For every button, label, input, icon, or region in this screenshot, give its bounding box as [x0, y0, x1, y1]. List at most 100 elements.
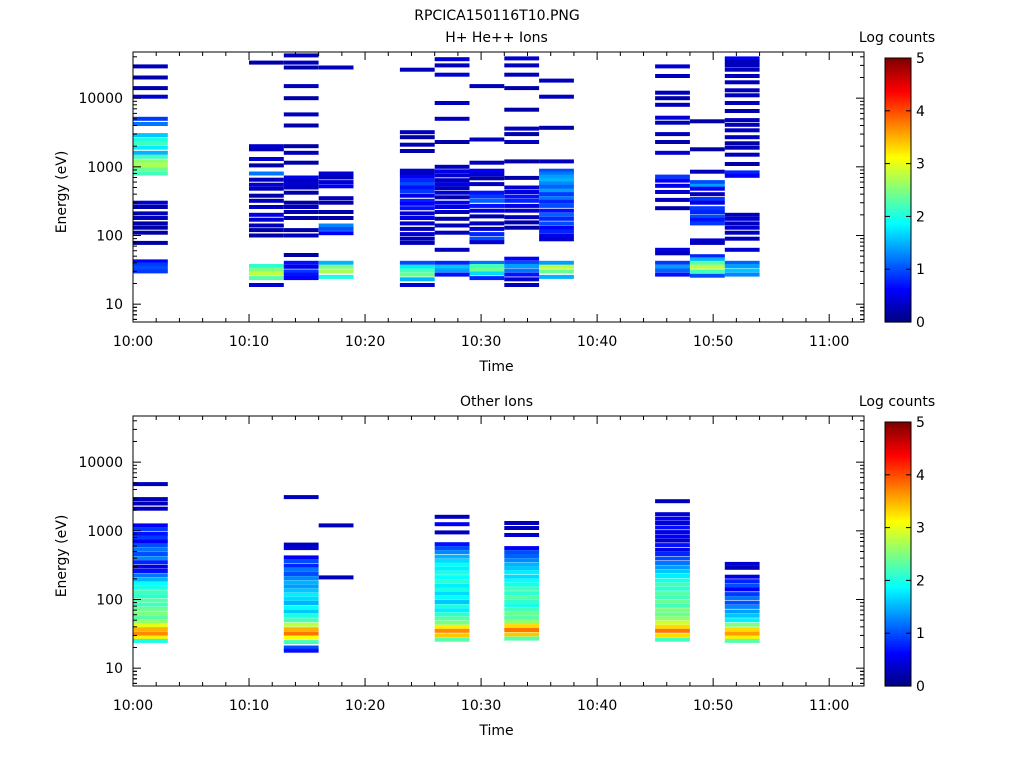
colorbar-segment: [885, 625, 911, 629]
heatmap-cell: [504, 599, 540, 604]
colorbar-segment: [885, 100, 911, 104]
colorbar-segment: [885, 445, 911, 449]
heatmap-cell: [434, 264, 470, 269]
x-tick-label: 10:20: [345, 334, 385, 350]
heatmap-cell: [504, 220, 540, 225]
heatmap-cell: [249, 217, 284, 222]
heatmap-cell: [655, 525, 690, 530]
colorbar-segment: [885, 195, 911, 199]
heatmap-cell: [469, 190, 505, 195]
colorbar-segment: [885, 451, 911, 455]
heatmap-cell: [399, 277, 435, 282]
heatmap-cell: [655, 132, 690, 137]
heatmap-cell: [434, 190, 470, 195]
heatmap-cell: [133, 497, 168, 502]
colorbar-tick-label: 5: [916, 415, 925, 431]
colorbar-segment: [885, 556, 911, 560]
heatmap-cell: [283, 160, 319, 165]
y-axis-label: Energy (eV): [54, 515, 70, 598]
heatmap-cell: [655, 74, 690, 78]
heatmap-cell: [133, 211, 168, 216]
colorbar-segment: [885, 583, 911, 587]
heatmap-cell: [283, 182, 319, 187]
colorbar: 0 1 2 3 4 5 Log counts: [859, 30, 935, 331]
colorbar-segment: [885, 664, 911, 669]
colorbar-segment: [885, 190, 911, 194]
heatmap-cell: [504, 185, 540, 190]
colorbar-segment: [885, 60, 911, 64]
colorbar-segment: [885, 253, 911, 257]
heatmap-cell: [724, 574, 760, 579]
heatmap-cell: [690, 240, 725, 245]
heatmap-cell: [504, 107, 540, 112]
plot-frame: [132, 51, 865, 323]
heatmap-cell: [655, 565, 690, 570]
colorbar-segment: [885, 538, 911, 542]
heatmap-cell: [133, 240, 168, 245]
heatmap-cell: [133, 269, 168, 274]
heatmap-cell: [469, 232, 505, 237]
heatmap-cell: [539, 212, 574, 217]
colorbar-segment: [885, 469, 911, 473]
heatmap-cell: [469, 203, 505, 208]
heatmap-cell: [133, 225, 168, 230]
heatmap-cell: [655, 140, 690, 144]
colorbar-segment: [885, 298, 911, 302]
colorbar-segment: [885, 282, 911, 286]
colorbar-segment: [885, 131, 911, 136]
heatmap-cell: [724, 221, 760, 226]
colorbar-segment: [885, 546, 911, 550]
colorbar-segment: [885, 274, 911, 278]
colorbar-segment: [885, 622, 911, 626]
colorbar-segment: [885, 113, 911, 117]
heatmap-cell: [318, 274, 354, 279]
heatmap-cell: [655, 547, 690, 552]
heatmap-cell: [133, 598, 168, 603]
heatmap-cell: [655, 174, 690, 179]
colorbar-tick-label: 5: [916, 51, 925, 67]
heatmap-cell: [283, 233, 319, 238]
heatmap-cell: [655, 574, 690, 578]
heatmap-cell: [434, 542, 470, 547]
heatmap-cell: [504, 628, 540, 632]
heatmap-cell: [539, 208, 574, 213]
colorbar-segment: [885, 580, 911, 584]
colorbar-segment: [885, 118, 911, 122]
heatmap-cell: [504, 159, 540, 164]
heatmap-cell: [133, 602, 168, 607]
colorbar-segment: [885, 501, 911, 505]
colorbar-segment: [885, 506, 911, 510]
heatmap-cell: [504, 264, 540, 268]
heatmap-cell: [539, 199, 574, 204]
colorbar-segment: [885, 530, 911, 534]
heatmap-cell: [469, 137, 505, 142]
colorbar-segment: [885, 306, 911, 310]
heatmap-cell: [283, 588, 319, 593]
heatmap-cell: [724, 216, 760, 221]
heatmap-cell: [399, 272, 435, 277]
colorbar-segment: [885, 651, 911, 655]
heatmap-cell: [434, 637, 470, 642]
heatmap-cell: [434, 260, 470, 265]
heatmap-cell: [133, 611, 168, 616]
heatmap-cell: [539, 78, 574, 83]
heatmap-cell: [133, 606, 168, 611]
heatmap-cell: [690, 206, 725, 211]
colorbar-segment: [885, 229, 911, 233]
heatmap-cell: [724, 264, 760, 268]
colorbar-segment: [885, 197, 911, 202]
colorbar-segment: [885, 108, 911, 112]
colorbar-segment: [885, 683, 911, 687]
heatmap-cell: [133, 543, 168, 548]
heatmap-cell: [283, 150, 319, 155]
heatmap-cell: [399, 67, 435, 72]
colorbar-segment: [885, 511, 911, 515]
heatmap-cell: [133, 581, 168, 586]
heatmap-cell: [318, 223, 354, 228]
heatmap-cell: [504, 632, 540, 637]
colorbar-segment: [885, 646, 911, 650]
x-tick-label: 10:00: [113, 334, 153, 350]
colorbar-segment: [885, 121, 911, 125]
heatmap-cell: [504, 194, 540, 199]
heatmap-cell: [133, 569, 168, 573]
